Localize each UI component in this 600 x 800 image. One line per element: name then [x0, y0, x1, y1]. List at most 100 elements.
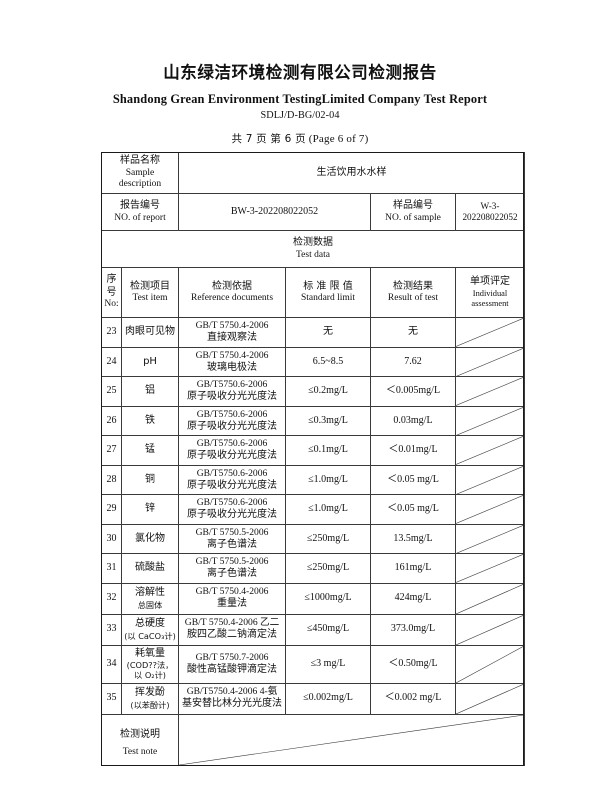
- cell-reference-document: GB/T 5750.7-2006 酸性高锰酸钾滴定法: [178, 644, 286, 684]
- cell-standard-limit: ≤3 mg/L: [285, 644, 371, 684]
- cell-result-of-test: 无: [370, 317, 456, 348]
- table-row: 25 铝 GB/T5750.6-2006 原子吸收分光光度法 ≤0.2mg/L ＜0.00…: [101, 376, 525, 407]
- cell-test-item: 总硬度 (以 CaCO₃计): [121, 613, 179, 646]
- cell-reference-document: GB/T 5750.5-2006 离子色谱法: [178, 553, 286, 584]
- col-header-assessment-en1: Individual: [472, 288, 508, 298]
- cell-individual-assessment: [455, 317, 525, 348]
- test-data-banner-row: 检测数据 Test data: [101, 230, 525, 269]
- table-row: 24 pH GB/T 5750.4-2006 玻璃电极法 6.5~8.5 7.62: [101, 346, 525, 378]
- document-code: SDLJ/D-BG/02-04: [260, 110, 340, 122]
- cell-test-item: 铁: [121, 405, 179, 437]
- document-header: 山东绿洁环境检测有限公司检测报告 Shandong Grean Environm…: [0, 62, 600, 121]
- table-row: 33 总硬度 (以 CaCO₃计) GB/T 5750.4-2006 乙二 胺四乙酸二钠…: [101, 613, 525, 646]
- table-row: 23 肉眼可见物 GB/T 5750.4-2006 直接观察法无无: [101, 317, 525, 348]
- assessment-slash-icon: [456, 525, 524, 553]
- col-header-result-en: Result of test: [387, 293, 439, 304]
- cell-standard-limit: 无: [285, 317, 371, 348]
- cell-result-of-test: 424mg/L: [370, 582, 456, 615]
- cell-test-item: 铜: [121, 464, 179, 496]
- report-number-value: BW-3-202208022052: [178, 193, 371, 232]
- cell-reference-line1: GB/T 5750.5-2006: [195, 526, 269, 538]
- cell-no: 33: [101, 613, 122, 646]
- cell-reference-line2: 离子色谱法: [207, 538, 257, 550]
- cell-no: 25: [101, 376, 122, 407]
- cell-standard-limit: ≤0.002mg/L: [285, 682, 371, 715]
- cell-individual-assessment: [455, 682, 525, 715]
- cell-reference-line1: GB/T 5750.7-2006: [195, 651, 269, 663]
- cell-reference-document: GB/T 5750.4-2006 重量法: [178, 582, 286, 615]
- cell-individual-assessment: [455, 435, 525, 466]
- cell-no: 27: [101, 435, 122, 466]
- cell-test-item: 铝: [121, 376, 179, 407]
- cell-standard-limit: ≤1.0mg/L: [285, 494, 371, 525]
- cell-test-item-main: 耗氧量: [135, 647, 165, 659]
- cell-no: 30: [101, 523, 122, 555]
- cell-reference-line1: GB/T5750.6-2006: [196, 408, 268, 420]
- cell-reference-line2: 离子色谱法: [207, 568, 257, 580]
- col-header-no: 序号 No:: [101, 267, 122, 319]
- assessment-slash-icon: [456, 377, 524, 405]
- cell-reference-document: GB/T5750.6-2006 原子吸收分光光度法: [178, 494, 286, 525]
- cell-test-item: 肉眼可见物: [121, 317, 179, 348]
- cell-result-of-test: ＜0.05 mg/L: [370, 494, 456, 525]
- cell-result-of-test: ＜0.01mg/L: [370, 435, 456, 466]
- cell-test-item-main: pH: [143, 355, 157, 367]
- cell-test-item-sub: (以 CaCO₃计): [124, 630, 176, 641]
- cell-result-of-test: ＜0.002 mg/L: [370, 682, 456, 715]
- col-header-no-cn: 序号: [106, 274, 117, 298]
- cell-no: 34: [101, 644, 122, 684]
- col-header-reference: 检测依据 Reference documents: [178, 267, 286, 319]
- cell-standard-limit: ≤250mg/L: [285, 553, 371, 584]
- cell-test-item-main: 硫酸盐: [135, 562, 165, 574]
- assessment-slash-icon: [456, 495, 524, 523]
- report-title-cn: 山东绿洁环境检测有限公司检测报告: [163, 63, 437, 82]
- sample-description-label-en: Sample description: [118, 167, 162, 190]
- col-header-item-en: Test item: [132, 293, 168, 304]
- sample-description-label: 样品名称 Sample description: [101, 151, 179, 195]
- cell-no: 31: [101, 553, 122, 584]
- assessment-slash-icon: [456, 615, 524, 645]
- cell-result-of-test: 0.03mg/L: [370, 405, 456, 437]
- cell-test-item: 硫酸盐: [121, 553, 179, 584]
- cell-standard-limit: ≤1000mg/L: [285, 582, 371, 615]
- cell-result-of-test: 161mg/L: [370, 553, 456, 584]
- cell-test-item: pH: [121, 346, 179, 378]
- cell-reference-line2: 胺四乙酸二钠滴定法: [187, 629, 277, 641]
- page-indicator-en: (Page 6 of 7): [308, 133, 369, 145]
- test-data-banner: 检测数据 Test data: [101, 230, 525, 269]
- cell-test-item-main: 总硬度: [135, 618, 165, 630]
- col-header-reference-cn: 检测依据: [212, 280, 252, 292]
- sample-number-label: 样品编号 NO. of sample: [370, 193, 456, 232]
- cell-result-of-test: ＜0.05 mg/L: [370, 464, 456, 496]
- cell-reference-line1: GB/T5750.6-2006: [196, 438, 268, 450]
- sample-number-value: W-3-202208022052: [455, 193, 525, 232]
- col-header-limit-en: Standard limit: [300, 293, 356, 304]
- cell-no: 32: [101, 582, 122, 615]
- cell-reference-line1: GB/T5750.6-2006: [196, 497, 268, 509]
- assessment-slash-icon: [456, 318, 524, 346]
- table-row: 26 铁 GB/T5750.6-2006 原子吸收分光光度法 ≤0.3mg/L 0.03m…: [101, 405, 525, 437]
- report-number-label-en: NO. of report: [114, 212, 166, 223]
- cell-reference-line1: GB/T 5750.4-2006: [195, 349, 269, 361]
- assessment-slash-icon: [456, 554, 524, 582]
- cell-standard-limit: 6.5~8.5: [285, 346, 371, 378]
- cell-reference-document: GB/T 5750.5-2006 离子色谱法: [178, 523, 286, 555]
- cell-individual-assessment: [455, 346, 525, 378]
- cell-standard-limit: ≤0.3mg/L: [285, 405, 371, 437]
- assessment-slash-icon: [456, 348, 524, 376]
- cell-reference-line2: 直接观察法: [207, 332, 257, 344]
- cell-test-item-main: 挥发酚: [135, 687, 165, 699]
- cell-reference-line1: GB/T 5750.5-2006: [195, 556, 269, 568]
- cell-reference-line1: GB/T 5750.4-2006: [195, 320, 269, 332]
- cell-result-of-test: ＜0.005mg/L: [370, 376, 456, 407]
- assessment-slash-icon: [456, 436, 524, 464]
- cell-standard-limit: ≤0.1mg/L: [285, 435, 371, 466]
- cell-reference-line2: 原子吸收分光光度法: [187, 420, 277, 432]
- col-header-limit: 标 准 限 值 Standard limit: [285, 267, 371, 319]
- cell-standard-limit: ≤250mg/L: [285, 523, 371, 555]
- col-header-result: 检测结果 Result of test: [370, 267, 456, 319]
- cell-result-of-test: ＜0.50mg/L: [370, 644, 456, 684]
- sample-number-label-en: NO. of sample: [385, 212, 441, 223]
- cell-no: 26: [101, 405, 122, 437]
